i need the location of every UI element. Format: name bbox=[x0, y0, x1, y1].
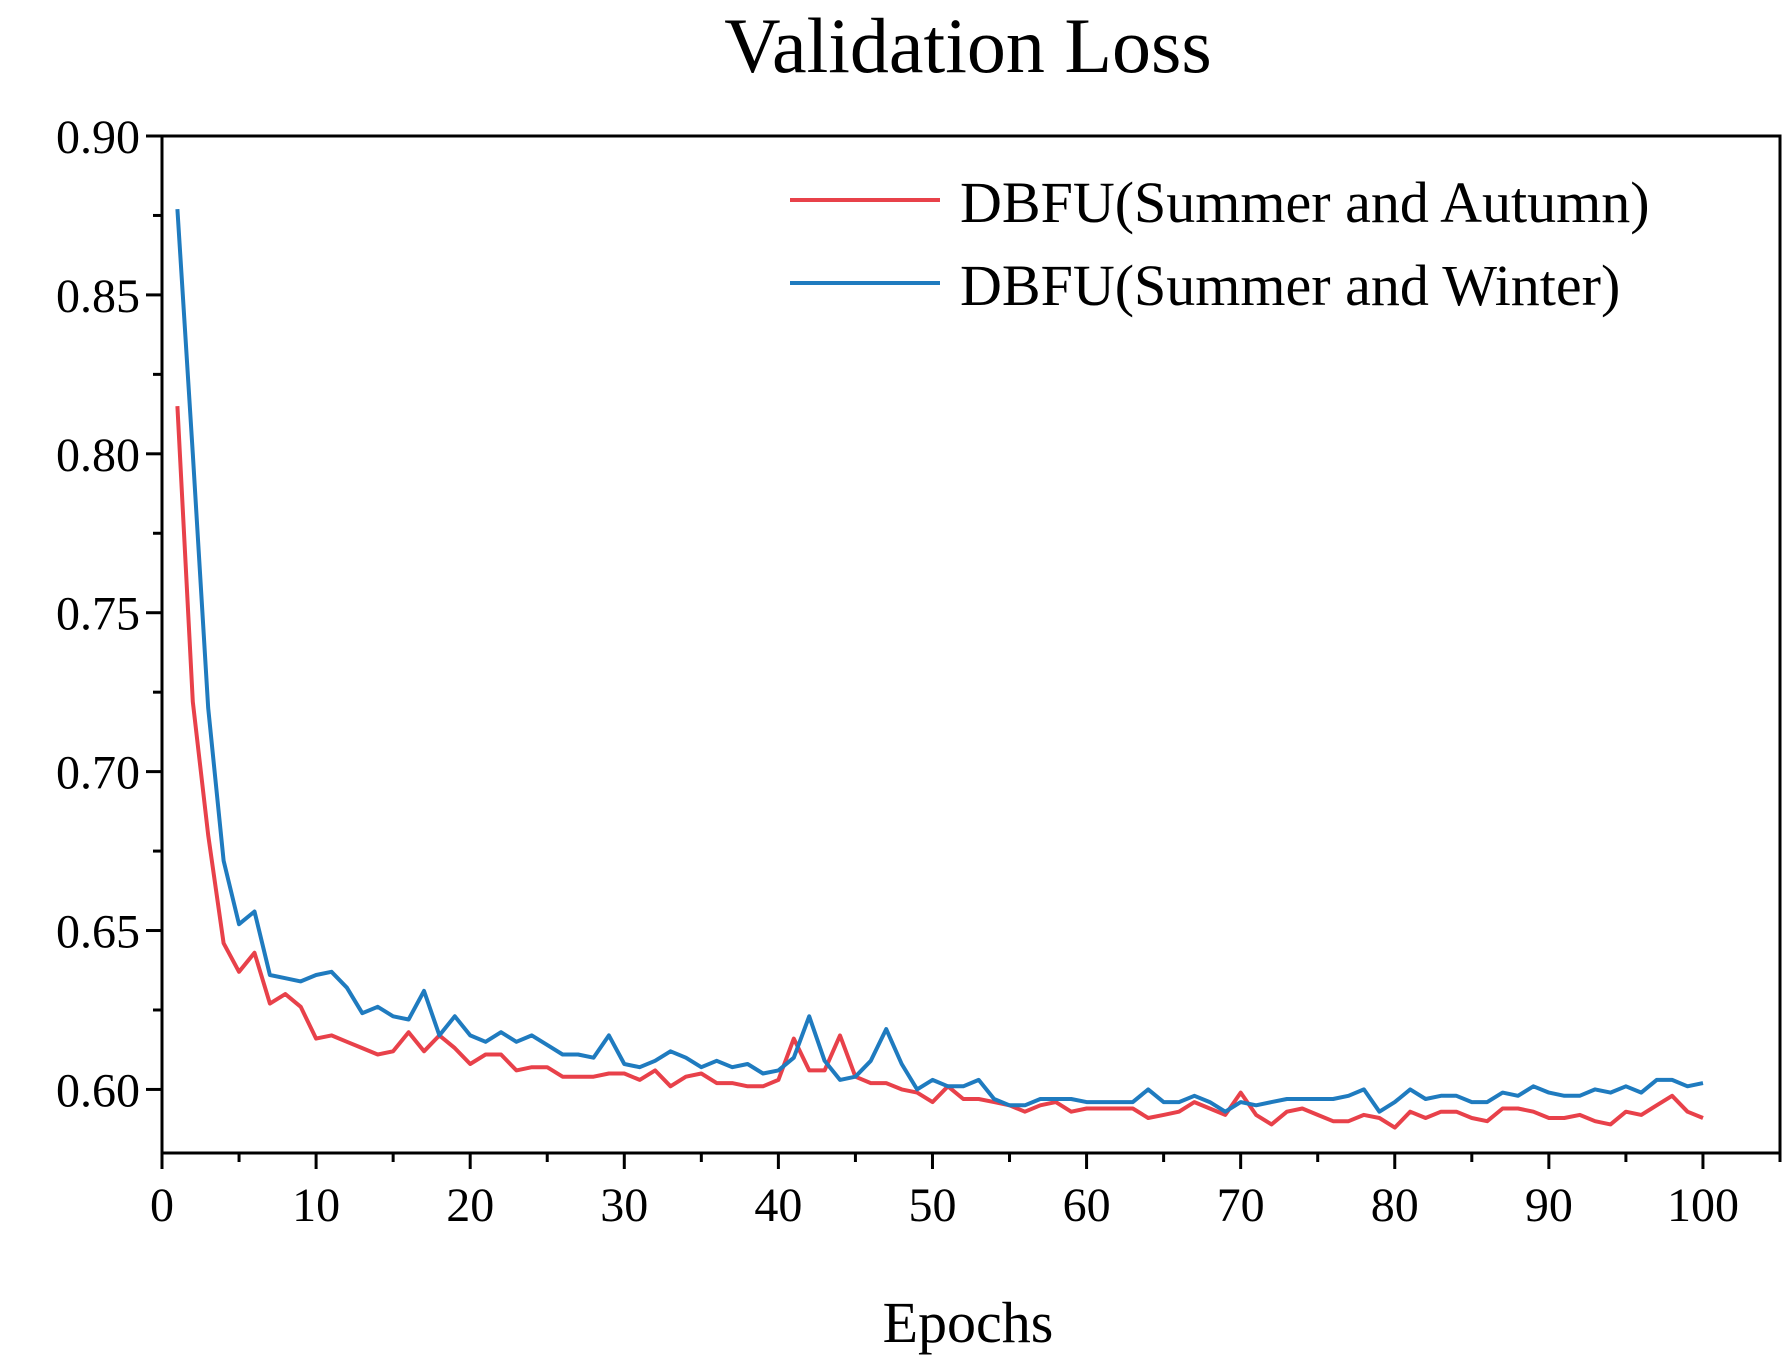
x-tick-label: 30 bbox=[600, 1179, 648, 1232]
x-tick-label: 0 bbox=[150, 1179, 174, 1232]
y-tick-label: 0.65 bbox=[56, 906, 140, 959]
x-tick-label: 10 bbox=[292, 1179, 340, 1232]
x-tick-label: 70 bbox=[1217, 1179, 1265, 1232]
y-tick-label: 0.75 bbox=[56, 588, 140, 641]
series-line-summer-winter bbox=[175, 208, 1704, 1114]
x-tick-label: 40 bbox=[754, 1179, 802, 1232]
legend: DBFU(Summer and Autumn) DBFU(Summer and … bbox=[790, 170, 1650, 318]
y-axis-ticks: 0.60 0.65 0.70 0.75 0.80 0.85 0.90 bbox=[56, 111, 162, 1117]
legend-label-summer-winter: DBFU(Summer and Winter) bbox=[960, 253, 1620, 318]
y-tick-label: 0.85 bbox=[56, 270, 140, 323]
y-tick-label: 0.70 bbox=[56, 747, 140, 800]
x-tick-label: 20 bbox=[446, 1179, 494, 1232]
x-axis-ticks: 0 10 20 30 40 50 60 70 80 90 100 bbox=[150, 1153, 1782, 1232]
x-tick-label: 100 bbox=[1667, 1179, 1739, 1232]
plot-frame bbox=[160, 134, 1782, 1155]
y-tick-label: 0.60 bbox=[56, 1064, 140, 1117]
series-line-summer-autumn bbox=[175, 405, 1704, 1130]
x-tick-label: 50 bbox=[908, 1179, 956, 1232]
series-layer bbox=[175, 208, 1704, 1130]
y-tick-label: 0.80 bbox=[56, 429, 140, 482]
x-tick-label: 90 bbox=[1525, 1179, 1573, 1232]
chart-title: Validation Loss bbox=[724, 2, 1211, 89]
x-tick-label: 60 bbox=[1063, 1179, 1111, 1232]
x-axis-label: Epochs bbox=[883, 1290, 1054, 1355]
legend-label-summer-autumn: DBFU(Summer and Autumn) bbox=[960, 170, 1650, 235]
x-tick-label: 80 bbox=[1371, 1179, 1419, 1232]
y-tick-label: 0.90 bbox=[56, 111, 140, 164]
